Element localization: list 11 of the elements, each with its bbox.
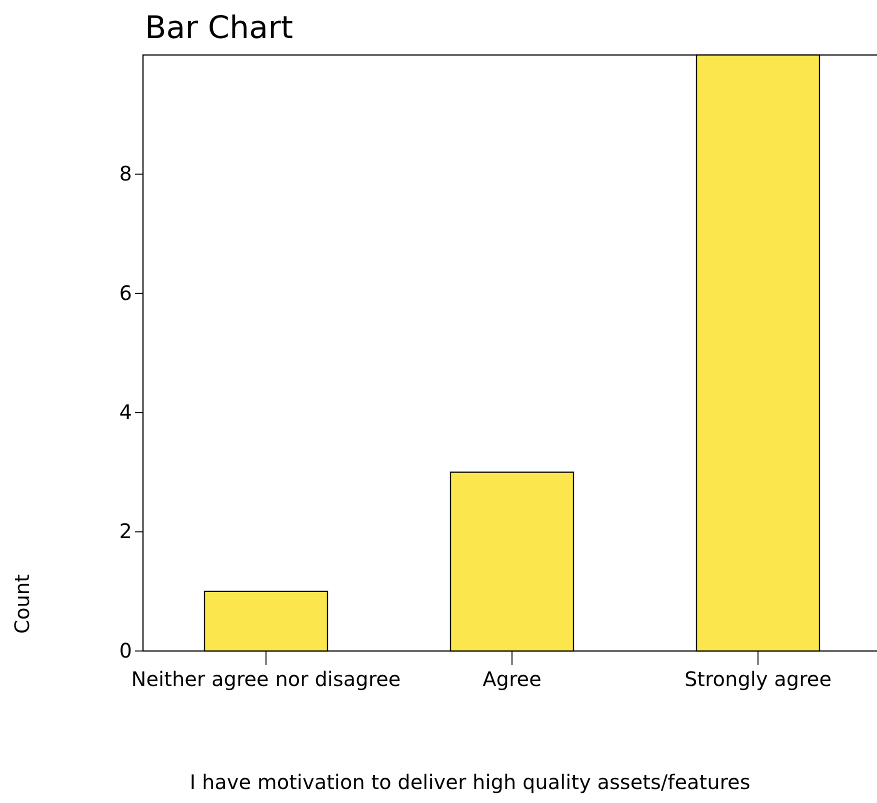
x-tick-label: Neither agree nor disagree [131, 667, 401, 691]
chart-title: Bar Chart [145, 10, 294, 46]
x-axis-title: I have motivation to deliver high quality assets/features [190, 770, 750, 794]
y-tick-label: 2 [119, 519, 132, 544]
y-axis-title: Count [10, 574, 34, 634]
x-tick-label: Strongly agree [684, 667, 832, 691]
y-tick-label: 8 [119, 162, 132, 186]
y-tick-label: 4 [119, 400, 132, 424]
x-tick-label: Agree [482, 667, 542, 691]
y-tick-label: 0 [119, 638, 132, 662]
y-tick-label: 6 [119, 280, 132, 305]
